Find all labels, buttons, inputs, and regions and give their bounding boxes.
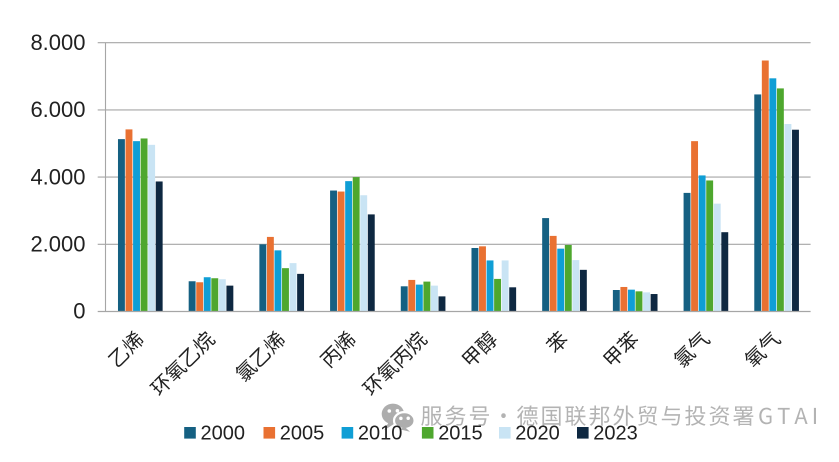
svg-text:2023: 2023 xyxy=(593,423,638,445)
svg-text:4.000: 4.000 xyxy=(30,164,85,189)
svg-text:0: 0 xyxy=(73,299,85,324)
svg-text:6.000: 6.000 xyxy=(30,97,85,122)
svg-text:2020: 2020 xyxy=(515,423,560,445)
svg-text:2005: 2005 xyxy=(280,423,325,445)
svg-text:2000: 2000 xyxy=(201,423,246,445)
svg-text:2010: 2010 xyxy=(358,423,403,445)
svg-text:8.000: 8.000 xyxy=(30,30,85,55)
svg-text:2015: 2015 xyxy=(438,423,483,445)
svg-text:2.000: 2.000 xyxy=(30,232,85,257)
